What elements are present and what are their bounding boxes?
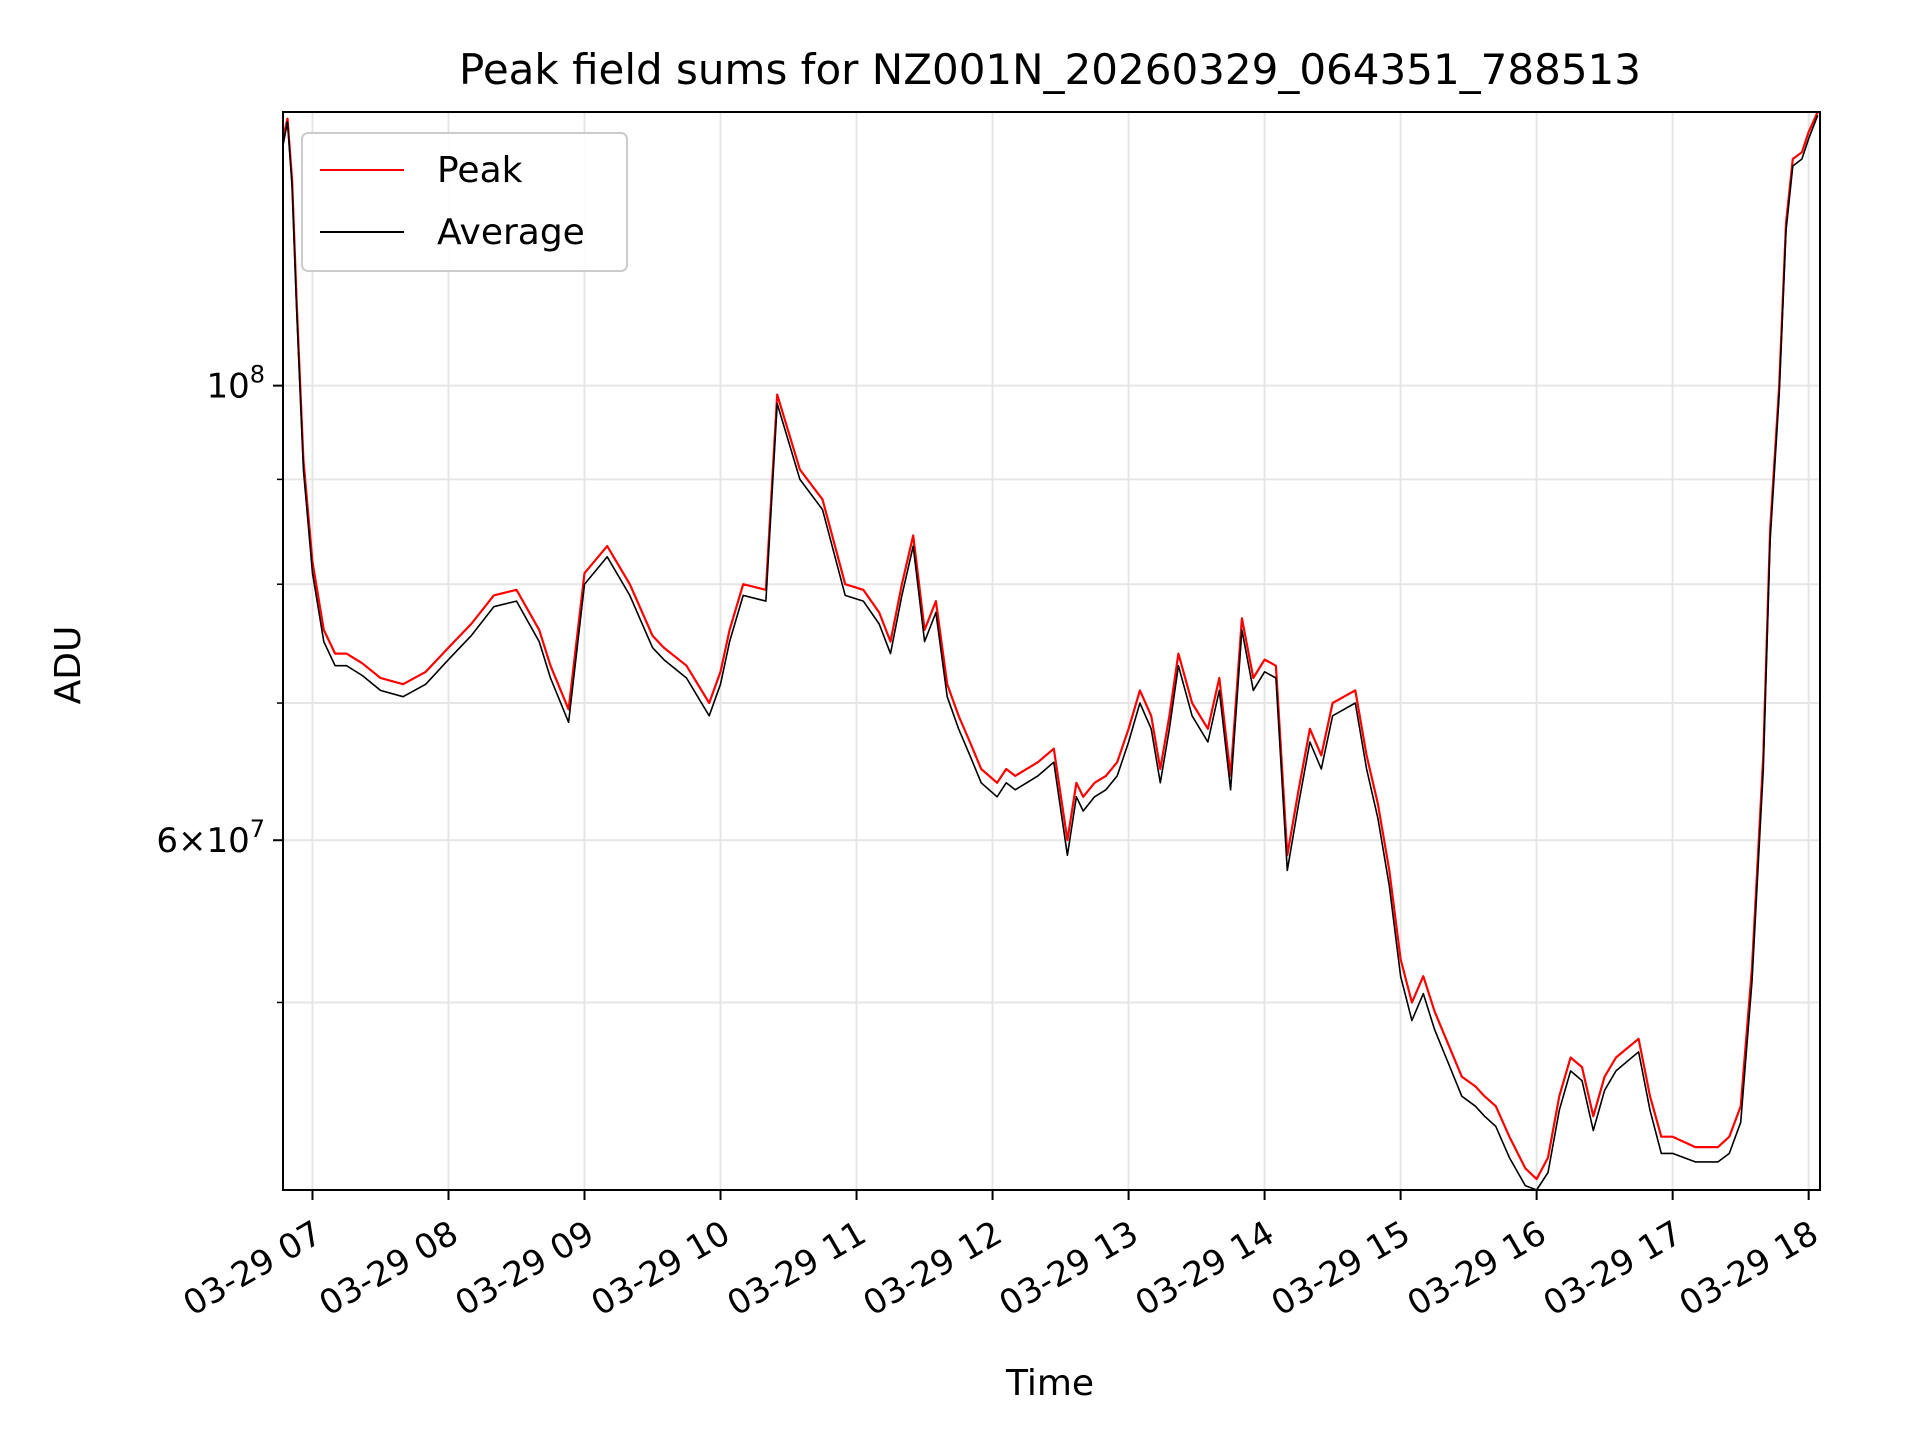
series-layer — [281, 111, 1819, 1191]
x-axis-label: Time — [1005, 1363, 1094, 1404]
y-gridlines — [283, 384, 1820, 1004]
y-tick-label: 108 — [206, 361, 265, 407]
x-gridlines — [311, 112, 1810, 1190]
plot-frame — [282, 111, 1821, 1191]
y-tick-label: 6×107 — [156, 815, 265, 861]
series-line-average — [282, 115, 1819, 1191]
series-line-peak — [281, 111, 1819, 1181]
chart-title: Peak field sums for NZ001N_20260329_0643… — [459, 45, 1641, 94]
legend-box — [301, 132, 628, 272]
legend-label-peak: Peak — [437, 150, 523, 191]
legend: Peak Average — [301, 132, 628, 272]
y-axis-label: ADU — [48, 626, 89, 705]
legend-label-average: Average — [437, 212, 585, 253]
plot-area — [281, 111, 1821, 1191]
y-axis: 108 6×107 — [156, 361, 283, 1004]
